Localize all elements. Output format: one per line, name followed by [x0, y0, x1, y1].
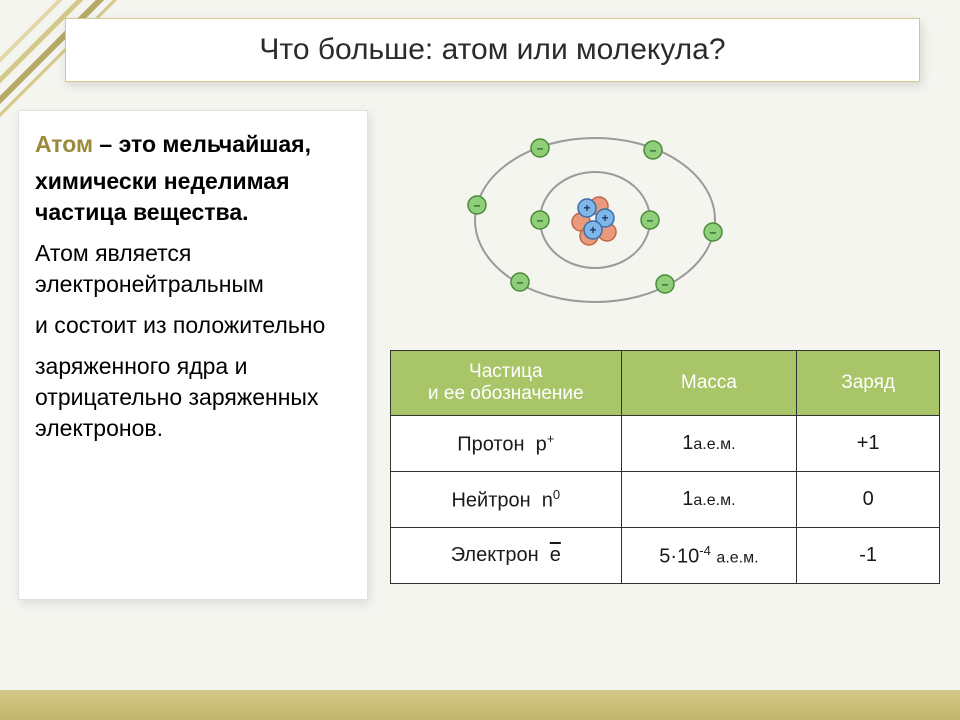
atom-diagram: + + + – – – – – – – –	[420, 100, 770, 340]
mass-cell: 1а.е.м.	[621, 416, 797, 472]
particle-cell: Протон p+	[391, 416, 622, 472]
particle-cell: Нейтрон n0	[391, 472, 622, 528]
charge-cell: -1	[797, 528, 940, 584]
definition-line-4: и состоит из положительно	[35, 310, 351, 341]
svg-text:–: –	[537, 213, 544, 227]
charge-cell: +1	[797, 416, 940, 472]
definition-line-2: химически неделимая частица вещества.	[35, 166, 351, 228]
particle-cell: Электрон e	[391, 528, 622, 584]
svg-text:+: +	[583, 201, 590, 215]
header-particle: Частицаи ее обозначение	[391, 351, 622, 416]
definition-panel: Атом – это мельчайшая, химически неделим…	[18, 110, 368, 600]
svg-text:–: –	[474, 198, 481, 212]
title-text: Что больше: атом или молекула?	[259, 33, 725, 67]
page-title: Что больше: атом или молекула?	[65, 18, 920, 82]
svg-text:–: –	[537, 141, 544, 155]
mass-cell: 1а.е.м.	[621, 472, 797, 528]
table-row: Протон p+1а.е.м.+1	[391, 416, 940, 472]
def-l1-rest: – это мельчайшая,	[93, 131, 311, 157]
table-row: Нейтрон n01а.е.м.0	[391, 472, 940, 528]
definition-line-3: Атом является электронейтральным	[35, 238, 351, 300]
table-row: Электрон e5·10-4 а.е.м.-1	[391, 528, 940, 584]
charge-cell: 0	[797, 472, 940, 528]
svg-text:–: –	[662, 277, 669, 291]
svg-text:–: –	[710, 225, 717, 239]
header-mass: Масса	[621, 351, 797, 416]
definition-line-5: заряженного ядра и отрицательно заряженн…	[35, 351, 351, 444]
definition-line-1: Атом – это мельчайшая,	[35, 129, 351, 160]
mass-cell: 5·10-4 а.е.м.	[621, 528, 797, 584]
atom-term: Атом	[35, 131, 93, 157]
particle-table: Частицаи ее обозначение Масса Заряд Прот…	[390, 350, 940, 584]
svg-text:–: –	[517, 275, 524, 289]
header-charge: Заряд	[797, 351, 940, 416]
table-header-row: Частицаи ее обозначение Масса Заряд	[391, 351, 940, 416]
svg-text:–: –	[647, 213, 654, 227]
svg-text:–: –	[650, 143, 657, 157]
svg-text:+: +	[589, 223, 596, 237]
svg-text:+: +	[601, 211, 608, 225]
bottom-accent-bar	[0, 690, 960, 720]
